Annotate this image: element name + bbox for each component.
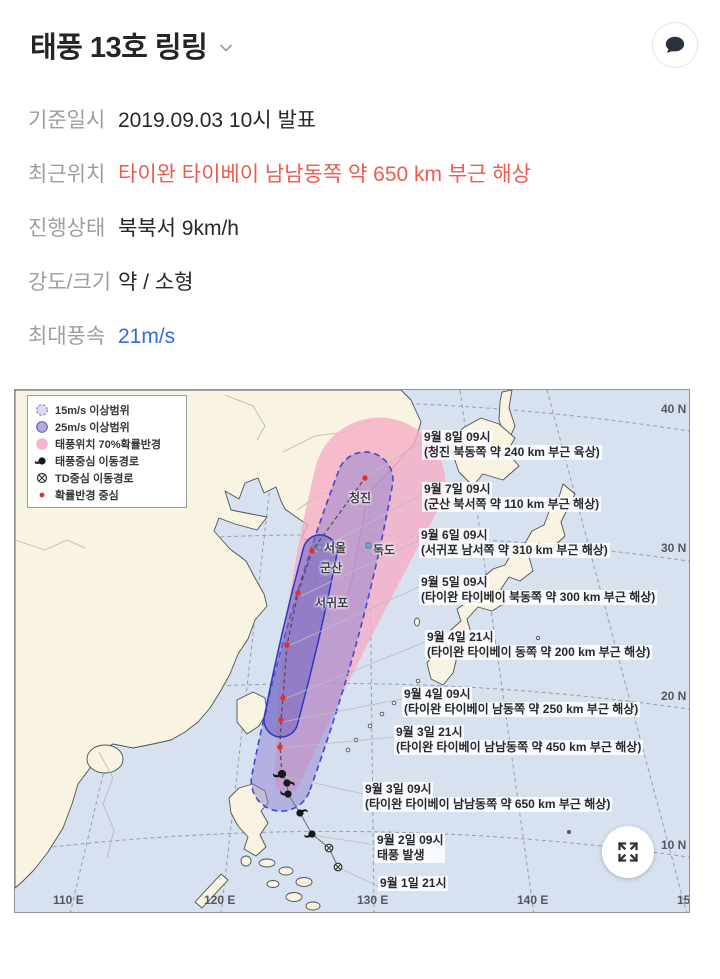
typhoon-track-map[interactable]: 15m/s 이상범위 25m/s 이상범위 태풍위치 70%확률반경 태풍중심 … xyxy=(14,389,690,913)
lon-label-110e: 110 E xyxy=(53,893,84,907)
forecast-time: 9월 4일 21시 xyxy=(425,630,496,645)
forecast-annotation: 9월 3일 21시 (타이완 타이베이 남남동쪽 약 450 km 부근 해상) xyxy=(394,725,644,755)
small-island-dot xyxy=(567,830,571,834)
forecast-annotation: 9월 4일 09시 (타이완 타이베이 남동쪽 약 250 km 부근 해상) xyxy=(402,687,641,717)
forecast-annotation: 9월 3일 09시 (타이완 타이베이 남남동쪽 약 650 km 부근 해상) xyxy=(363,782,613,812)
legend-item: 태풍중심 이동경로 xyxy=(35,452,179,469)
info-value-location: 타이완 타이베이 남남동쪽 약 650 km 부근 해상 xyxy=(118,163,531,186)
forecast-time: 9월 7일 09시 xyxy=(422,482,493,497)
forecast-time: 9월 6일 09시 xyxy=(419,528,490,543)
forecast-time: 9월 3일 09시 xyxy=(363,782,434,797)
seoul-marker xyxy=(316,544,323,551)
forecast-detail: (타이완 타이베이 남남동쪽 약 450 km 부근 해상) xyxy=(394,740,644,755)
td-symbol-icon xyxy=(35,471,49,485)
info-row-max-windspeed: 최대풍속 21m/s xyxy=(28,310,690,364)
legend-label: 25m/s 이상범위 xyxy=(55,421,130,434)
legend-label: 태풍중심 이동경로 xyxy=(55,455,140,468)
legend-item: TD중심 이동경로 xyxy=(35,469,179,486)
forecast-annotation: 9월 8일 09시 (청진 북동쪽 약 240 km 부근 육상) xyxy=(422,430,602,460)
lat-label-30n: 30 N xyxy=(661,541,687,555)
lat-label-10n: 10 N xyxy=(661,838,687,852)
forecast-detail: (서귀포 남서쪽 약 310 km 부근 해상) xyxy=(419,543,610,558)
lat-label-40n: 40 N xyxy=(661,402,687,416)
annotation-connectors xyxy=(280,441,426,887)
legend-item: 태풍위치 70%확률반경 xyxy=(35,435,179,452)
legend-item: 25m/s 이상범위 xyxy=(35,418,179,435)
forecast-annotation: 9월 7일 09시 (군산 북서쪽 약 110 km 부근 해상) xyxy=(422,482,602,512)
forecast-detail: (타이완 타이베이 남남동쪽 약 650 km 부근 해상) xyxy=(363,797,613,812)
legend-item: 확률반경 중심 xyxy=(35,486,179,503)
info-label: 기준일시 xyxy=(28,109,106,132)
cone-25ms-range xyxy=(263,534,338,738)
probability-radius-icon xyxy=(35,437,49,451)
expand-icon xyxy=(617,841,639,863)
forecast-detail: (타이완 타이베이 동쪽 약 200 km 부근 해상) xyxy=(425,645,653,660)
city-label-seogwipo: 서귀포 xyxy=(315,596,349,610)
info-label: 최근위치 xyxy=(28,163,106,186)
range-25ms-icon xyxy=(35,420,49,434)
lon-label-120e: 120 E xyxy=(204,893,236,907)
forecast-center-line xyxy=(279,477,366,775)
forecast-detail: 태풍 발생 xyxy=(375,848,446,863)
city-label-seoul: 서울 xyxy=(324,541,347,555)
range-15ms-icon xyxy=(35,403,49,417)
forecast-annotation: 9월 5일 09시 (타이완 타이베이 북동쪽 약 300 km 부근 해상) xyxy=(419,575,658,605)
info-row-movement: 진행상태 북북서 9km/h xyxy=(28,202,690,256)
typhoon-info-table: 기준일시 2019.09.03 10시 발표 최근위치 타이완 타이베이 남남동… xyxy=(28,94,690,364)
legend-label: TD중심 이동경로 xyxy=(55,472,134,485)
forecast-annotation: 9월 1일 21시 xyxy=(378,876,449,891)
speech-bubble-icon xyxy=(665,36,685,53)
lon-label-140e: 140 E xyxy=(517,893,549,907)
lon-label-130e: 130 E xyxy=(357,893,389,907)
forecast-annotation: 9월 4일 21시 (타이완 타이베이 동쪽 약 200 km 부근 해상) xyxy=(425,630,653,660)
page-title: 태풍 13호 링링 xyxy=(30,32,208,64)
forecast-time: 9월 4일 09시 xyxy=(402,687,473,702)
probability-center-dots xyxy=(277,475,368,750)
legend-label: 태풍위치 70%확률반경 xyxy=(55,438,162,451)
chevron-down-icon xyxy=(220,44,233,51)
info-value: 2019.09.03 10시 발표 xyxy=(118,109,317,132)
forecast-detail: (청진 북동쪽 약 240 km 부근 육상) xyxy=(422,445,602,460)
info-value-windspeed: 21m/s xyxy=(118,325,176,348)
forecast-annotation: 9월 6일 09시 (서귀포 남서쪽 약 310 km 부근 해상) xyxy=(419,528,610,558)
land-palawan xyxy=(194,873,229,909)
forecast-annotation: 9월 2일 09시 태풍 발생 xyxy=(375,833,446,863)
forecast-time: 9월 8일 09시 xyxy=(422,430,493,445)
land-hainan xyxy=(86,744,124,774)
legend-label: 15m/s 이상범위 xyxy=(55,404,130,417)
info-row-intensity-size: 강도/크기 약 / 소형 xyxy=(28,256,690,310)
typhoon-symbol-icon xyxy=(35,454,49,468)
city-label-dokdo: 독도 xyxy=(373,543,396,557)
probability-center-icon xyxy=(35,488,49,502)
typhoon-title-dropdown[interactable]: 태풍 13호 링링 xyxy=(30,24,235,66)
info-label: 최대풍속 xyxy=(28,325,106,348)
forecast-time: 9월 2일 09시 xyxy=(375,833,446,848)
legend-item: 15m/s 이상범위 xyxy=(35,401,179,418)
forecast-time: 9월 5일 09시 xyxy=(419,575,490,590)
map-legend: 15m/s 이상범위 25m/s 이상범위 태풍위치 70%확률반경 태풍중심 … xyxy=(27,395,187,508)
comment-button[interactable] xyxy=(652,22,698,68)
forecast-time: 9월 1일 21시 xyxy=(378,876,449,891)
land-taiwan xyxy=(236,691,268,735)
forecast-detail: (타이완 타이베이 북동쪽 약 300 km 부근 해상) xyxy=(419,590,658,605)
forecast-detail: (타이완 타이베이 남동쪽 약 250 km 부근 해상) xyxy=(402,702,641,717)
info-row-base-datetime: 기준일시 2019.09.03 10시 발표 xyxy=(28,94,690,148)
city-label-chongjin: 청진 xyxy=(349,491,372,505)
info-label: 진행상태 xyxy=(28,217,106,240)
forecast-time: 9월 3일 21시 xyxy=(394,725,465,740)
city-label-gunsan: 군산 xyxy=(320,561,343,575)
header: 태풍 13호 링링 xyxy=(0,0,720,68)
info-value: 북북서 9km/h xyxy=(118,217,239,240)
fullscreen-expand-button[interactable] xyxy=(602,826,654,878)
land-tsushima xyxy=(414,617,420,627)
dokdo-marker xyxy=(365,542,372,549)
lat-label-20n: 20 N xyxy=(661,689,687,703)
info-row-recent-location: 최근위치 타이완 타이베이 남남동쪽 약 650 km 부근 해상 xyxy=(28,148,690,202)
forecast-detail: (군산 북서쪽 약 110 km 부근 해상) xyxy=(422,497,602,512)
legend-label: 확률반경 중심 xyxy=(55,489,119,502)
info-value: 약 / 소형 xyxy=(118,271,194,294)
info-label: 강도/크기 xyxy=(28,271,112,294)
lon-label-150e: 150 E xyxy=(677,893,690,907)
